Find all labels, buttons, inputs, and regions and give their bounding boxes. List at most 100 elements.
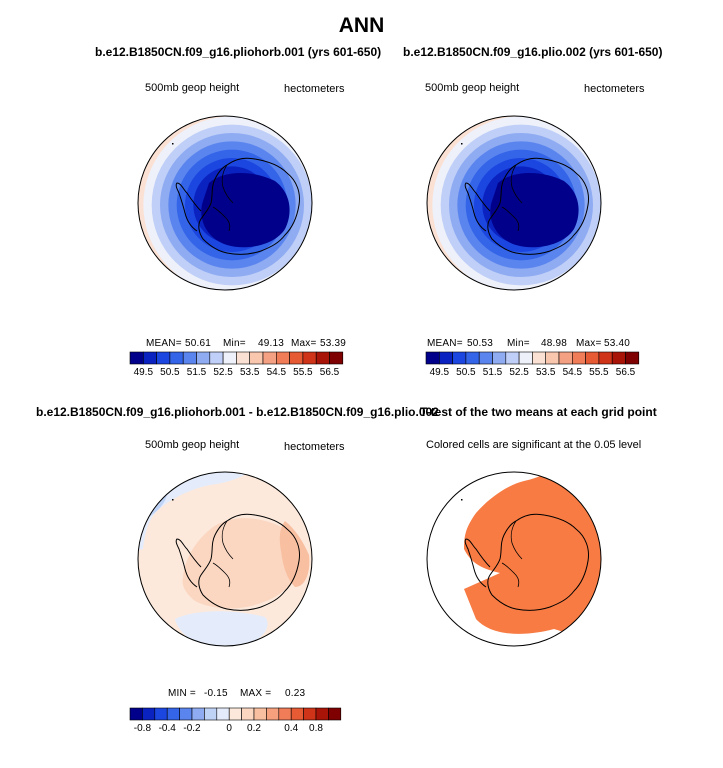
colorbar-box-3: [169, 351, 184, 365]
colorbar-tick-label: 56.5: [320, 367, 340, 378]
colorbar-box-13: [598, 351, 613, 365]
colorbar-box-3: [166, 707, 180, 721]
top-left-min-value: 49.13: [258, 338, 285, 349]
colorbar-box-13: [302, 351, 317, 365]
colorbar-box-2: [154, 707, 168, 721]
colorbar-box-11: [276, 351, 290, 365]
top-left-polar-map: [137, 115, 313, 291]
colorbar-box-7: [518, 351, 533, 365]
antarctica-outline: [172, 499, 300, 611]
top-right-units: hectometers: [584, 83, 645, 95]
top-left-case-title: b.e12.B1850CN.f09_g16.pliohorb.001 (yrs …: [95, 45, 382, 59]
colorbar-box-4: [179, 707, 193, 721]
colorbar-tick-label: 51.5: [187, 367, 207, 378]
bottom-left-max-value: 0.23: [285, 688, 306, 699]
colorbar-box-7: [222, 351, 237, 365]
colorbar-tick-label: 52.5: [213, 367, 233, 378]
colorbar-tick-label: 54.5: [563, 367, 583, 378]
top-right-max-label: Max=: [576, 338, 602, 349]
colorbar-tick-label: 54.5: [267, 367, 287, 378]
colorbar-box-14: [315, 351, 330, 365]
colorbar-box-5: [492, 351, 507, 365]
colorbar-box-3: [465, 351, 480, 365]
colorbar-tick-label: 53.5: [240, 367, 260, 378]
top-left-variable: 500mb geop height: [145, 82, 240, 94]
colorbar-box-11: [266, 707, 280, 721]
top-left-mean-value: 50.61: [185, 338, 212, 349]
top-left-units: hectometers: [284, 83, 345, 95]
top-right-max-value: 53.40: [604, 338, 631, 349]
colorbar-box-5: [191, 707, 205, 721]
top-left-mean-label: MEAN=: [146, 338, 182, 349]
colorbar-box-10: [558, 351, 573, 365]
colorbar-tick-label: 49.5: [134, 367, 154, 378]
colorbar-box-4: [182, 351, 197, 365]
colorbar-tick-label: 55.5: [589, 367, 609, 378]
antarctica-outline: [172, 143, 300, 255]
colorbar-box-1: [438, 351, 453, 365]
colorbar-box-5: [196, 351, 211, 365]
colorbar-tick-label: 0.8: [309, 723, 323, 734]
colorbar-box-10: [253, 707, 267, 721]
top-right-min-label: Min=: [507, 338, 530, 349]
colorbar-tick-label: 49.5: [430, 367, 450, 378]
colorbar-box-1: [142, 707, 156, 721]
bottom-left-units: hectometers: [284, 441, 345, 453]
colorbar-box-9: [241, 707, 255, 721]
colorbar-tick-label: 56.5: [616, 367, 636, 378]
top-right-mean-value: 50.53: [467, 338, 494, 349]
bottom-left-min-label: MIN =: [168, 688, 196, 699]
colorbar-tick-label: -0.2: [183, 723, 201, 734]
colorbar-box-14: [611, 351, 626, 365]
page-title: ANN: [338, 14, 385, 37]
colorbar-box-12: [278, 707, 292, 721]
top-right-colorbar: 49.5 50.5 51.5 52.5 53.5 54.5 55.5 56.5: [425, 351, 640, 378]
colorbar-tick-label: 50.5: [456, 367, 476, 378]
bottom-right-title: T-test of the two means at each grid poi…: [420, 405, 657, 419]
colorbar-tick-label: 51.5: [483, 367, 503, 378]
colorbar-box-13: [290, 707, 304, 721]
bottom-left-colorbar: -0.8 -0.4 -0.2 0 0.2 0.4 0.8: [129, 707, 342, 734]
colorbar-tick-label: 0.2: [247, 723, 261, 734]
significant-region-main: [464, 472, 601, 646]
colorbar-box-15: [625, 351, 640, 365]
contour-core-minimum: [490, 173, 579, 248]
map-border: [137, 471, 313, 647]
bottom-left-max-label: MAX =: [240, 688, 272, 699]
colorbar-box-8: [236, 351, 251, 365]
colorbar-tick-label: 0.4: [284, 723, 298, 734]
colorbar-box-0: [129, 707, 143, 721]
bottom-left-min-value: -0.15: [204, 688, 228, 699]
map-border: [426, 115, 602, 291]
top-left-colorbar: 49.5 50.5 51.5 52.5 53.5 54.5 55.5 56.5: [129, 351, 344, 378]
colorbar-box-16: [328, 707, 342, 721]
top-right-variable: 500mb geop height: [425, 82, 520, 94]
colorbar-box-14: [303, 707, 317, 721]
diff-region-positive-interior: [182, 518, 300, 609]
top-left-min-label: Min=: [223, 338, 246, 349]
antarctica-outline: [461, 499, 589, 611]
colorbar-box-2: [156, 351, 171, 365]
colorbar-box-7: [216, 707, 230, 721]
colorbar-box-10: [262, 351, 277, 365]
diff-region-negative-pacific: [175, 611, 268, 646]
top-right-case-title: b.e12.B1850CN.f09_g16.plio.002 (yrs 601-…: [403, 45, 663, 59]
map-border: [426, 471, 602, 647]
map-border: [137, 115, 313, 291]
top-right-polar-map: [426, 115, 602, 291]
colorbar-box-15: [329, 351, 344, 365]
bottom-right-significance-map: [426, 471, 602, 647]
colorbar-tick-label: 53.5: [536, 367, 556, 378]
colorbar-box-6: [209, 351, 224, 365]
colorbar-box-11: [572, 351, 586, 365]
colorbar-box-8: [228, 707, 242, 721]
bottom-left-case-title: b.e12.B1850CN.f09_g16.pliohorb.001 - b.e…: [36, 405, 439, 419]
colorbar-tick-label: 55.5: [293, 367, 313, 378]
colorbar-box-6: [204, 707, 218, 721]
colorbar-box-2: [452, 351, 467, 365]
colorbar-box-6: [505, 351, 520, 365]
diff-region-positive-wilkes: [279, 521, 310, 587]
colorbar-tick-label: 50.5: [160, 367, 180, 378]
contour-core-minimum: [201, 173, 290, 248]
colorbar-box-12: [289, 351, 304, 365]
